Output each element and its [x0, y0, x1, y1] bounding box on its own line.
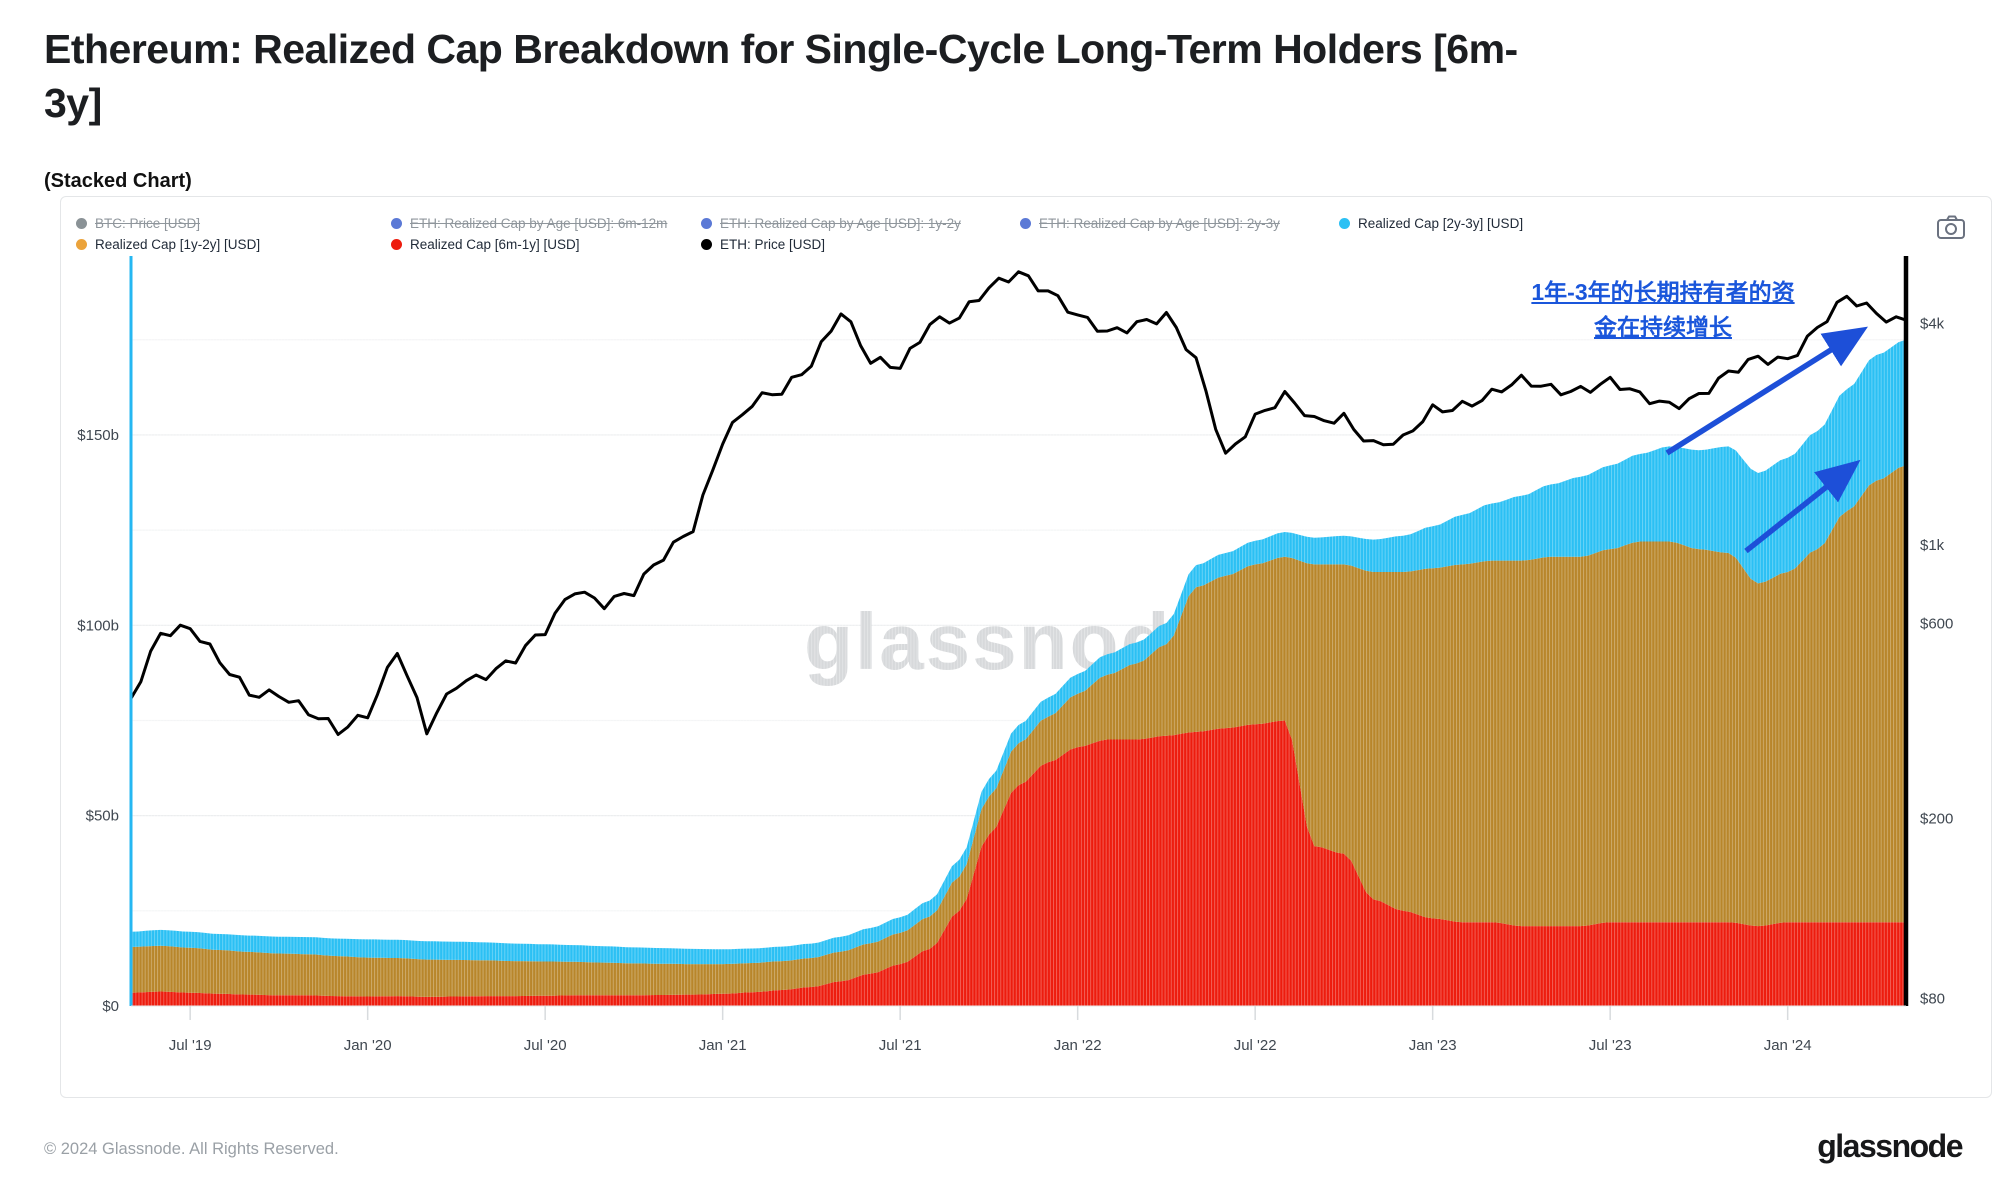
x-axis-tick-label: Jan '23	[1409, 1037, 1457, 1054]
annotation-text: 1年-3年的长期持有者的资 金在持续增长	[1498, 275, 1828, 344]
legend-color-dot	[391, 239, 402, 250]
chart-card: BTC: Price [USD] ETH: Realized Cap by Age…	[60, 196, 1992, 1098]
x-axis-tick-label: Jul '21	[879, 1037, 922, 1054]
right-axis-tick-label: $600	[1920, 616, 1953, 633]
x-axis-tick-label: Jan '24	[1764, 1037, 1812, 1054]
footer-brand-logo: glassnode	[1817, 1128, 1963, 1164]
camera-button[interactable]	[1935, 213, 1969, 243]
left-axis-tick-label: $0	[102, 998, 119, 1015]
eth-price-line	[129, 270, 1907, 736]
x-axis-tick-label: Jan '20	[344, 1037, 392, 1054]
right-axis-tick-label: $200	[1920, 811, 1953, 828]
legend-item[interactable]: ETH: Realized Cap by Age [USD]: 6m-12m	[391, 216, 667, 231]
x-axis-tick-label: Jan '21	[699, 1037, 747, 1054]
legend-item[interactable]: ETH: Price [USD]	[701, 237, 825, 252]
right-axis-tick-label: $4k	[1920, 316, 1945, 333]
legend-item[interactable]: Realized Cap [1y-2y] [USD]	[76, 237, 260, 252]
x-axis-tick-label: Jul '23	[1589, 1037, 1632, 1054]
left-axis-tick-label: $50b	[86, 808, 119, 825]
legend-color-dot	[76, 239, 87, 250]
legend-color-dot	[701, 218, 712, 229]
annotation-arrow-1	[1665, 326, 1868, 456]
legend-label: ETH: Realized Cap by Age [USD]: 6m-12m	[410, 216, 668, 231]
x-axis-tick-label: Jul '20	[524, 1037, 567, 1054]
chart-legend: BTC: Price [USD] ETH: Realized Cap by Age…	[61, 197, 1991, 257]
legend-label: Realized Cap [6m-1y] [USD]	[410, 237, 580, 252]
left-axis-tick-label: $150b	[77, 427, 119, 444]
legend-label: ETH: Price [USD]	[720, 237, 826, 252]
x-axis-tick-label: Jul '19	[169, 1037, 212, 1054]
legend-item[interactable]: Realized Cap [2y-3y] [USD]	[1339, 216, 1523, 231]
legend-color-dot	[76, 218, 87, 229]
annotation-line-1: 1年-3年的长期持有者的资	[1531, 279, 1795, 305]
chart-plot: glassnode$0$50b$100b$150b$4k$1k$600$200$…	[77, 256, 1953, 1054]
legend-item[interactable]: ETH: Realized Cap by Age [USD]: 1y-2y	[701, 216, 961, 231]
legend-label: BTC: Price [USD]	[95, 216, 201, 231]
page-title: Ethereum: Realized Cap Breakdown for Sin…	[44, 26, 1518, 127]
annotation-line-2: 金在持续增长	[1594, 313, 1732, 340]
legend-label: Realized Cap [2y-3y] [USD]	[1358, 216, 1524, 231]
x-axis-tick-label: Jul '22	[1234, 1037, 1277, 1054]
right-axis-tick-label: $80	[1920, 991, 1945, 1008]
left-axis-tick-label: $100b	[77, 617, 119, 634]
x-axis-tick-label: Jan '22	[1054, 1037, 1102, 1054]
chart-type-label: (Stacked Chart)	[44, 170, 192, 192]
legend-label: ETH: Realized Cap by Age [USD]: 1y-2y	[720, 216, 961, 231]
annotation-arrow-2	[1744, 459, 1861, 554]
legend-item[interactable]: ETH: Realized Cap by Age [USD]: 2y-3y	[1020, 216, 1280, 231]
legend-color-dot	[1020, 218, 1031, 229]
legend-color-dot	[391, 218, 402, 229]
legend-color-dot	[701, 239, 712, 250]
camera-icon	[1937, 215, 1965, 239]
legend-color-dot	[1339, 218, 1350, 229]
legend-label: ETH: Realized Cap by Age [USD]: 2y-3y	[1039, 216, 1280, 231]
legend-item[interactable]: Realized Cap [6m-1y] [USD]	[391, 237, 580, 252]
legend-item[interactable]: BTC: Price [USD]	[76, 216, 200, 231]
bar-stripe-texture	[131, 256, 1906, 1006]
right-axis-tick-label: $1k	[1920, 537, 1945, 554]
footer-copyright: © 2024 Glassnode. All Rights Reserved.	[44, 1140, 339, 1158]
legend-label: Realized Cap [1y-2y] [USD]	[95, 237, 261, 252]
